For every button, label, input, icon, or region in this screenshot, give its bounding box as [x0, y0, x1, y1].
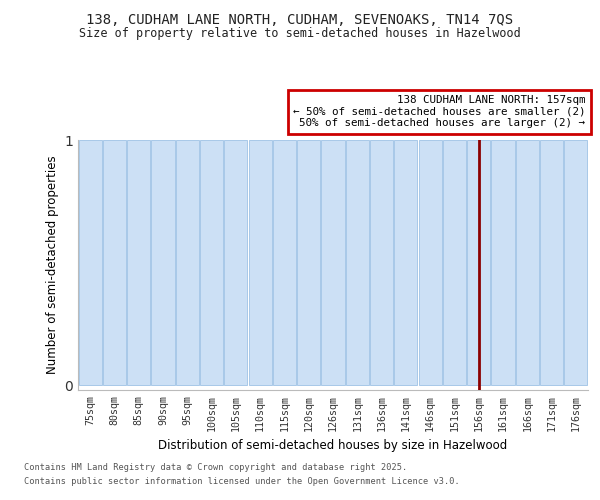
Bar [103, 140, 126, 385]
Bar [200, 140, 223, 385]
Bar [394, 140, 418, 385]
Text: Contains HM Land Registry data © Crown copyright and database right 2025.: Contains HM Land Registry data © Crown c… [24, 464, 407, 472]
Bar [79, 140, 101, 385]
Bar [176, 140, 199, 385]
Bar [491, 140, 515, 385]
Bar [467, 140, 490, 385]
Bar [516, 140, 539, 385]
Bar [248, 140, 272, 385]
Bar [540, 140, 563, 385]
Bar [370, 140, 393, 385]
Y-axis label: Number of semi-detached properties: Number of semi-detached properties [46, 156, 59, 374]
Bar [419, 140, 442, 385]
Bar [224, 140, 247, 385]
Bar [273, 140, 296, 385]
Text: Contains public sector information licensed under the Open Government Licence v3: Contains public sector information licen… [24, 477, 460, 486]
X-axis label: Distribution of semi-detached houses by size in Hazelwood: Distribution of semi-detached houses by … [158, 439, 508, 452]
Bar [565, 140, 587, 385]
Text: Size of property relative to semi-detached houses in Hazelwood: Size of property relative to semi-detach… [79, 28, 521, 40]
Bar [322, 140, 344, 385]
Text: 138, CUDHAM LANE NORTH, CUDHAM, SEVENOAKS, TN14 7QS: 138, CUDHAM LANE NORTH, CUDHAM, SEVENOAK… [86, 12, 514, 26]
Bar [297, 140, 320, 385]
Text: 138 CUDHAM LANE NORTH: 157sqm
← 50% of semi-detached houses are smaller (2)
50% : 138 CUDHAM LANE NORTH: 157sqm ← 50% of s… [293, 95, 586, 128]
Bar [443, 140, 466, 385]
Bar [127, 140, 150, 385]
Bar [346, 140, 369, 385]
Bar [151, 140, 175, 385]
